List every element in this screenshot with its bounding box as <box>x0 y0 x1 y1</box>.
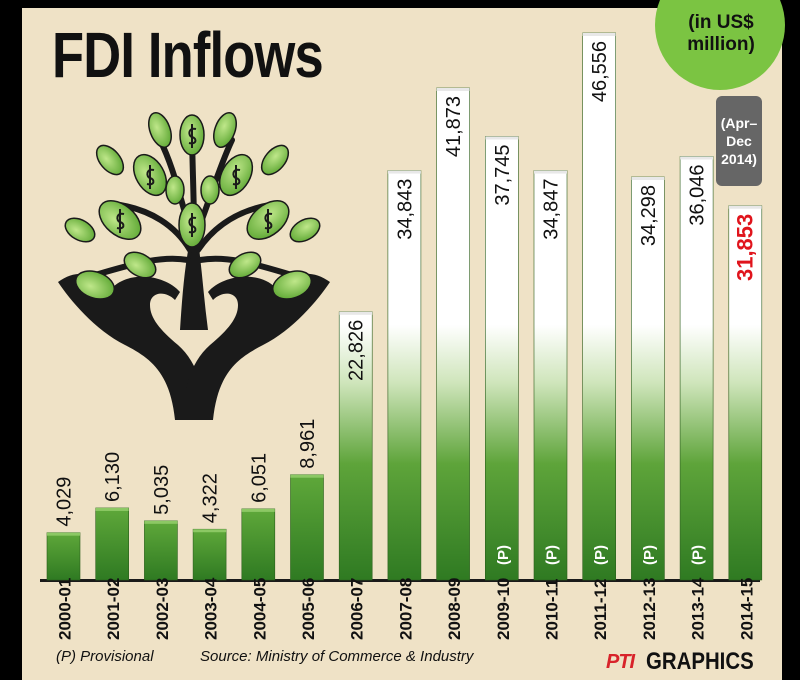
category-label-2000-01: 2000-01 <box>56 578 75 640</box>
bar-top-2012-13 <box>631 176 665 180</box>
category-label-2003-04: 2003-04 <box>202 577 221 640</box>
value-label-2013-14: 36,046 <box>687 164 709 225</box>
value-label-2001-02: 6,130 <box>102 452 124 502</box>
bar-top-2013-14 <box>680 156 714 160</box>
bar-2004-05 <box>241 508 276 581</box>
bar-series: 4,029 2000-01 6,130 2001-02 5,035 2002-03 4,32… <box>46 32 763 640</box>
bar-top-2008-09 <box>436 87 470 91</box>
provisional-marker-2013-14: (P) <box>690 545 707 565</box>
bar-2012-13 <box>631 176 665 581</box>
brand-graphics: GRAPHICS <box>646 648 754 675</box>
bar-2005-06 <box>290 474 324 581</box>
value-label-2012-13: 34,298 <box>638 185 660 246</box>
category-label-2007-08: 2007-08 <box>396 578 415 640</box>
category-label-2008-09: 2008-09 <box>445 578 464 640</box>
bar-top-2007-08 <box>387 170 421 174</box>
value-label-2009-10: 37,745 <box>492 144 514 205</box>
bar-top-2000-01 <box>47 532 80 536</box>
x-axis-line <box>40 579 760 582</box>
bar-2006-07 <box>338 311 373 581</box>
category-label-2006-07: 2006-07 <box>348 578 367 640</box>
provisional-marker-2010-11: (P) <box>544 545 561 565</box>
bar-2011-12 <box>582 32 617 581</box>
bar-top-2011-12 <box>582 32 616 36</box>
category-label-2005-06: 2005-06 <box>299 578 318 640</box>
category-label-2011-12: 2011-12 <box>591 579 610 640</box>
partial-year-note: (Apr–Dec 2014) <box>716 96 762 186</box>
money-tree-hands-icon <box>58 111 330 420</box>
category-label-2001-02: 2001-02 <box>104 578 123 640</box>
category-label-2004-05: 2004-05 <box>250 578 269 640</box>
bar-2013-14 <box>679 156 714 581</box>
source-note: Source: Ministry of Commerce & Industry <box>200 648 474 665</box>
value-label-2008-09: 41,873 <box>443 96 465 157</box>
bar-top-2009-10 <box>485 136 519 140</box>
bar-top-2003-04 <box>193 529 227 533</box>
category-label-2002-03: 2002-03 <box>153 578 172 640</box>
value-label-2010-11: 34,847 <box>541 179 563 240</box>
value-label-2014-15: 31,853 <box>732 214 757 281</box>
provisional-marker-2009-10: (P) <box>495 545 512 565</box>
bar-2014-15 <box>728 205 763 581</box>
top-border <box>0 0 800 8</box>
brand-logo-pti: PTI <box>606 651 635 673</box>
category-label-2010-11: 2010-11 <box>543 579 562 640</box>
bar-2010-11 <box>533 170 568 581</box>
bar-2001-02 <box>95 507 129 581</box>
provisional-marker-2012-13: (P) <box>641 545 658 565</box>
bar-top-2002-03 <box>144 520 178 524</box>
value-label-2002-03: 5,035 <box>151 465 173 515</box>
bar-2009-10 <box>484 136 519 581</box>
bar-top-2014-15 <box>728 205 762 209</box>
bar-top-2005-06 <box>290 474 324 478</box>
bar-top-2006-07 <box>339 311 373 315</box>
bar-2002-03 <box>144 520 178 581</box>
category-label-2012-13: 2012-13 <box>640 578 659 640</box>
bar-top-2004-05 <box>241 508 275 512</box>
bar-2000-01 <box>46 532 81 581</box>
bar-2007-08 <box>387 170 422 581</box>
category-label-2009-10: 2009-10 <box>494 578 513 640</box>
bar-2003-04 <box>192 528 227 581</box>
value-label-2000-01: 4,029 <box>54 477 76 527</box>
left-border <box>0 0 22 680</box>
provisional-marker-2011-12: (P) <box>592 545 609 565</box>
right-border <box>782 0 800 680</box>
value-label-2003-04: 4,322 <box>200 473 222 523</box>
bar-top-2010-11 <box>534 170 567 174</box>
category-label-2014-15: 2014-15 <box>737 578 756 640</box>
unit-label: (in US$ million) <box>687 12 755 55</box>
provisional-note: (P) Provisional <box>56 648 154 665</box>
bar-2008-09 <box>436 87 470 581</box>
partial-year-note-text: (Apr–Dec 2014) <box>720 115 758 167</box>
category-label-2013-14: 2013-14 <box>689 577 708 640</box>
value-label-2011-12: 46,556 <box>589 41 611 102</box>
value-label-2007-08: 34,843 <box>394 179 416 240</box>
page-title: FDI Inflows <box>52 19 324 91</box>
value-label-2006-07: 22,826 <box>346 320 368 381</box>
bar-top-2001-02 <box>95 507 129 511</box>
value-label-2005-06: 8,961 <box>297 419 319 469</box>
value-label-2004-05: 6,051 <box>248 453 270 503</box>
